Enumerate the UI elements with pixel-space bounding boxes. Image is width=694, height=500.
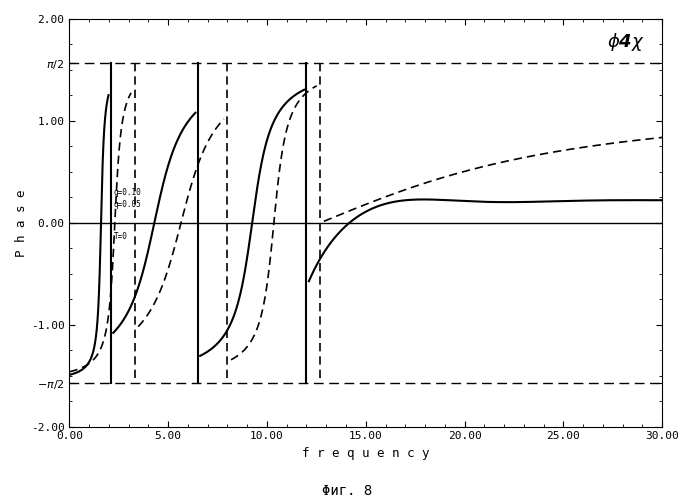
Text: q=0.10: q=0.10 [114, 188, 142, 196]
Text: T=0: T=0 [114, 232, 128, 240]
X-axis label: f r e q u e n c y: f r e q u e n c y [302, 447, 430, 460]
Y-axis label: P h a s e: P h a s e [15, 189, 28, 256]
Text: q=0.05: q=0.05 [114, 200, 142, 209]
Text: Φиг. 8: Φиг. 8 [322, 484, 372, 498]
Text: $\phi$4$\chi$: $\phi$4$\chi$ [607, 31, 644, 53]
